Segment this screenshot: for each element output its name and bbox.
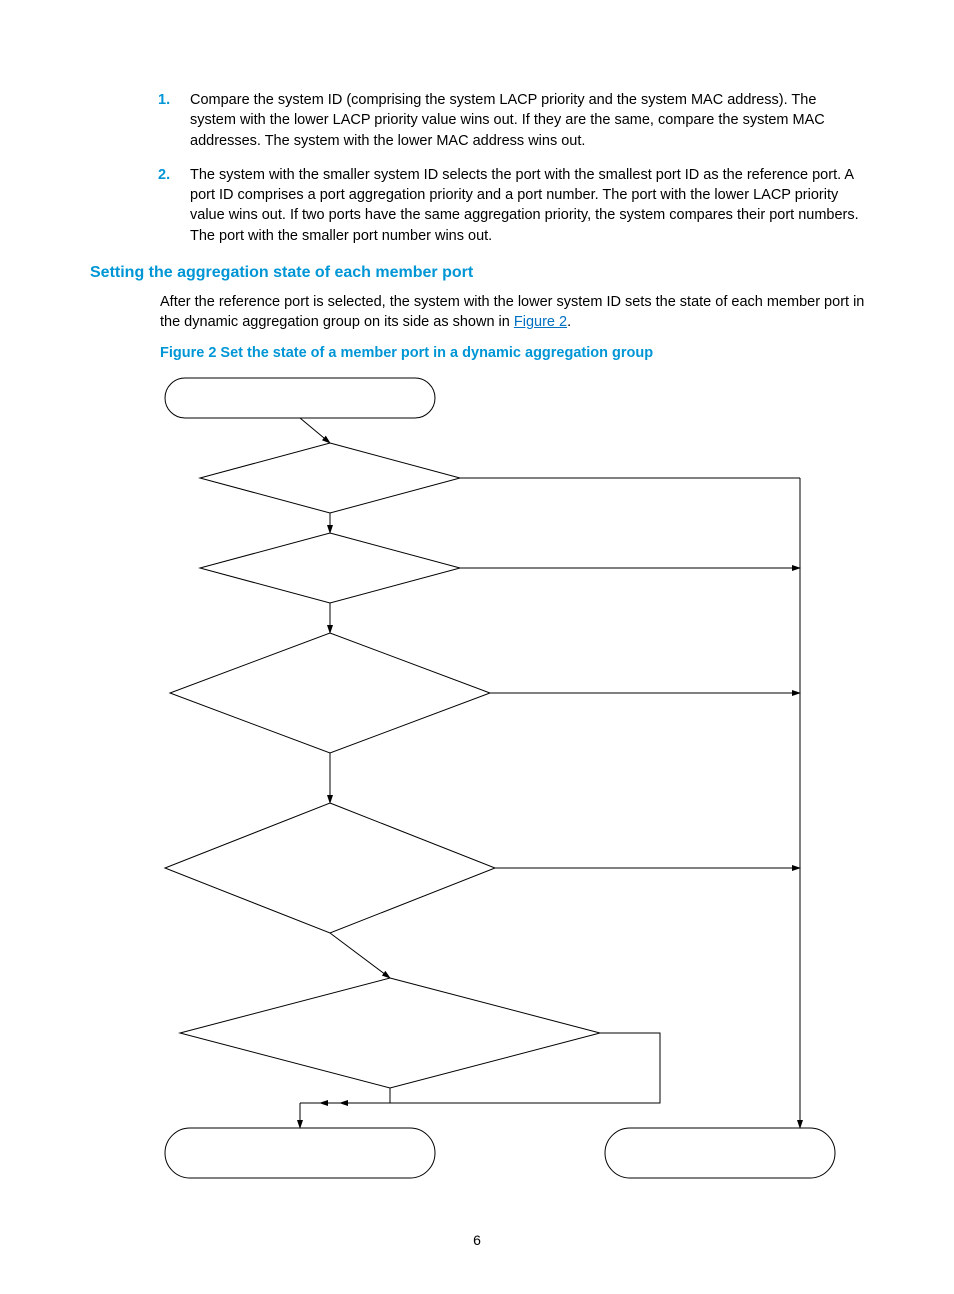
page-number: 6 xyxy=(0,1232,954,1248)
paragraph-post: . xyxy=(567,314,571,330)
paragraph-pre: After the reference port is selected, th… xyxy=(160,294,864,330)
list-item-2: The system with the smaller system ID se… xyxy=(190,165,865,246)
numbered-list: Compare the system ID (comprising the sy… xyxy=(90,90,865,246)
list-item-1: Compare the system ID (comprising the sy… xyxy=(190,90,865,151)
section-heading: Setting the aggregation state of each me… xyxy=(90,264,865,282)
flowchart-svg xyxy=(160,373,860,1183)
figure-link[interactable]: Figure 2 xyxy=(514,314,567,330)
body-paragraph: After the reference port is selected, th… xyxy=(90,292,865,333)
flowchart-container xyxy=(90,373,865,1188)
figure-caption: Figure 2 Set the state of a member port … xyxy=(90,345,865,361)
